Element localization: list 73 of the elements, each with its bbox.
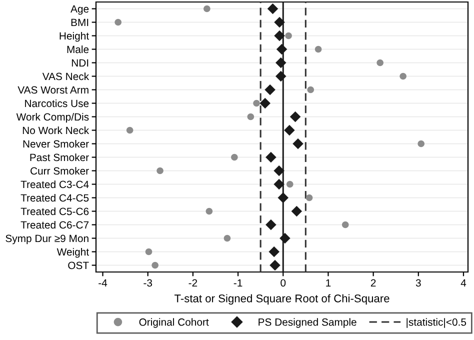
point [145, 248, 152, 256]
point [285, 32, 292, 40]
y-tick-label: Treated C3-C4 [20, 180, 89, 188]
legend-label: Original Cohort [139, 318, 209, 328]
x-tick-label: -3 [144, 279, 152, 287]
point [274, 178, 284, 190]
point [231, 154, 238, 161]
point [156, 167, 164, 174]
point [306, 194, 313, 202]
point [270, 260, 280, 271]
point [278, 192, 289, 204]
point [275, 70, 286, 82]
y-tick-label: Never Smoker [23, 140, 89, 148]
point [291, 206, 302, 217]
point [204, 5, 210, 12]
y-tick-label: NDI [72, 59, 88, 67]
point [266, 152, 276, 163]
point [275, 57, 286, 68]
point [307, 86, 314, 94]
point [286, 180, 294, 188]
y-tick-label: BMI [71, 18, 88, 26]
x-axis-title: T-stat or Signed Square Root of Chi-Square [174, 294, 390, 305]
point [206, 208, 213, 215]
x-tick-label: -2 [188, 279, 198, 286]
point [114, 18, 122, 26]
x-tick-label: 0 [280, 279, 286, 287]
y-tick-label: Narcotics Use [25, 99, 89, 108]
y-tick-label: VAS Neck [42, 72, 90, 80]
point [276, 44, 288, 55]
point [274, 30, 285, 42]
point [267, 3, 278, 14]
x-tick-label: 3 [416, 279, 421, 287]
y-tick-label: Work Comp/Dis [16, 112, 89, 123]
y-tick-label: VAS Worst Arm [18, 86, 88, 94]
y-tick-label: Age [70, 5, 89, 15]
point [314, 46, 322, 53]
y-tick-label: Past Smoker [30, 153, 89, 162]
point [290, 111, 301, 122]
y-tick-label: Height [60, 32, 89, 42]
y-tick-label: No Work Neck [22, 126, 90, 134]
point [418, 140, 425, 148]
legend-label: PS Designed Sample [258, 318, 356, 328]
point [280, 232, 290, 244]
y-tick-label: Treated C4-C5 [20, 194, 89, 202]
point [274, 16, 285, 28]
x-tick-label: 1 [326, 279, 331, 286]
x-tick-label: -1 [234, 279, 242, 286]
y-tick-label: Curr Smoker [30, 166, 89, 175]
legend-label: |statistic|<0.5 [406, 318, 466, 328]
point [342, 221, 349, 228]
x-tick-label: 2 [370, 279, 376, 286]
point [284, 124, 295, 136]
point [292, 138, 304, 150]
point [224, 234, 231, 242]
point [268, 246, 280, 258]
point [264, 84, 276, 96]
point [400, 72, 406, 80]
point [376, 59, 384, 66]
point [260, 98, 270, 109]
point [274, 165, 284, 176]
y-tick-label: Weight [56, 248, 89, 258]
point [253, 100, 260, 107]
y-tick-label: Treated C5-C6 [20, 207, 89, 216]
point [126, 126, 134, 134]
x-tick-label: 4 [460, 279, 466, 286]
point [266, 219, 276, 230]
point [247, 113, 254, 120]
y-tick-label: Symp Dur ≥9 Mon [6, 234, 88, 244]
y-tick-label: Male [67, 45, 89, 54]
y-tick-label: Treated C6-C7 [20, 220, 89, 229]
x-tick-label: -4 [98, 279, 108, 286]
y-tick-label: OST [68, 262, 89, 270]
point [152, 262, 158, 269]
